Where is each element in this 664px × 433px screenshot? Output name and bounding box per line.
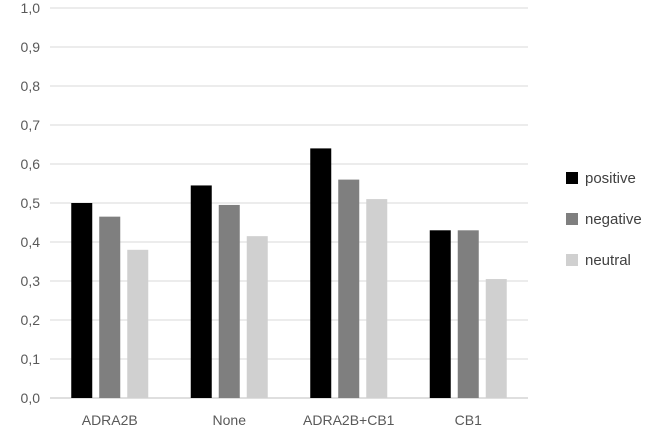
y-tick-label: 0,6	[21, 156, 41, 172]
y-tick-label: 0,7	[21, 117, 41, 133]
y-tick-label: 0,5	[21, 195, 41, 211]
legend: positive negative neutral	[566, 170, 642, 269]
x-category-label: ADRA2B+CB1	[303, 412, 395, 428]
bar-negative-cb1	[457, 230, 479, 398]
y-tick-label: 0,4	[21, 234, 41, 250]
legend-label-neutral: neutral	[585, 252, 631, 269]
y-tick-label: 0,3	[21, 273, 41, 289]
legend-label-positive: positive	[585, 170, 636, 187]
bar-positive-cb1	[429, 230, 451, 398]
x-category-label: ADRA2B	[82, 412, 138, 428]
y-tick-label: 0,2	[21, 312, 41, 328]
x-axis-categories: ADRA2B None ADRA2B+CB1 CB1	[82, 412, 482, 428]
bar-neutral-adra2b	[127, 249, 149, 398]
legend-label-negative: negative	[585, 211, 642, 228]
bar-negative-none	[218, 204, 240, 398]
y-tick-label: 0,8	[21, 78, 41, 94]
y-tick-label: 0,0	[21, 390, 41, 406]
bar-neutral-adra2b-cb1	[366, 199, 388, 398]
y-tick-label: 0,1	[21, 351, 41, 367]
x-category-label: None	[213, 412, 247, 428]
legend-swatch-neutral	[566, 254, 578, 266]
bar-neutral-cb1	[485, 279, 507, 398]
gridlines	[50, 7, 528, 399]
bar-neutral-none	[246, 236, 268, 398]
legend-swatch-negative	[566, 213, 578, 225]
bars	[71, 148, 507, 398]
x-category-label: CB1	[455, 412, 482, 428]
bar-positive-adra2b-cb1	[310, 148, 332, 398]
y-tick-label: 0,9	[21, 39, 41, 55]
y-axis-ticks: 0,0 0,1 0,2 0,3 0,4 0,5 0,6 0,7 0,8 0,9 1,0	[21, 0, 41, 406]
bar-negative-adra2b	[99, 216, 121, 398]
bar-positive-adra2b	[71, 203, 93, 398]
y-tick-label: 1,0	[21, 0, 41, 16]
bar-negative-adra2b-cb1	[338, 179, 360, 398]
legend-swatch-positive	[566, 172, 578, 184]
bar-positive-none	[190, 185, 212, 398]
